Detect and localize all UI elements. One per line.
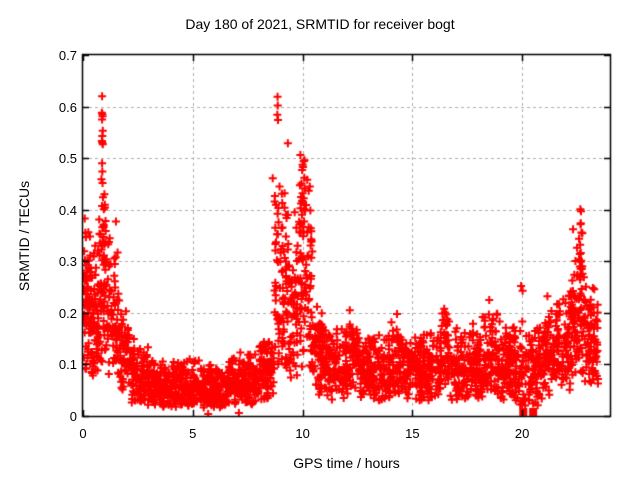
x-tick-label: 20 [514, 426, 530, 441]
y-tick-label: 0.7 [58, 48, 77, 63]
y-tick-label: 0.3 [58, 254, 77, 270]
x-tick-label: 15 [405, 426, 420, 441]
y-tick-label: 0.4 [58, 202, 77, 218]
y-tick-label: 0 [69, 409, 77, 424]
y-tick-label: 0.6 [58, 99, 77, 115]
x-tick-label: 10 [295, 426, 310, 441]
y-tick-label: 0.5 [58, 151, 77, 167]
x-axis-label: GPS time / hours [293, 455, 400, 471]
chart-title: Day 180 of 2021, SRMTID for receiver bog… [185, 16, 455, 32]
y-tick-label: 0.1 [58, 357, 77, 373]
y-tick-label: 0.2 [58, 305, 77, 321]
x-tick-label: 5 [189, 426, 197, 441]
x-tick-label: 0 [79, 426, 87, 441]
